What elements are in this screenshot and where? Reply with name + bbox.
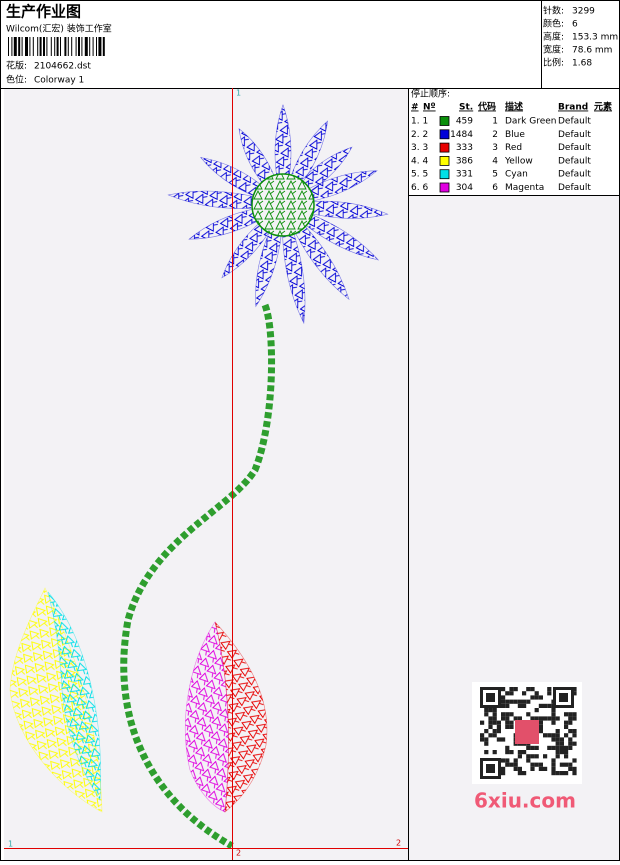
color-code: 4 [492,156,498,166]
description: Blue [505,130,525,140]
axis-label: 2 [236,849,241,858]
design-label: 花版: [6,60,27,72]
stem [120,303,276,850]
column-header: 代码 [477,101,496,113]
info-label: 宽度: [543,44,564,56]
table-title: 停止顺序: [411,88,450,100]
color-code: 2 [492,130,498,140]
stitch-count: 459 [456,117,473,127]
brand: Default [558,143,591,153]
axis-label: 1 [8,840,13,849]
info-value: 153.3 mm [572,33,618,43]
stitch-count: 386 [456,156,473,166]
color-swatch [439,182,450,193]
embroidery-design [9,104,389,850]
row-index: 5. 5 [411,170,428,180]
color-code: 3 [492,143,498,153]
stitch-count: 304 [456,183,473,193]
color-code: 6 [492,183,498,193]
description: Red [505,143,522,153]
brand: Default [558,117,591,127]
brand: Default [558,156,591,166]
row-index: 6. 6 [411,183,428,193]
stitch-count: 331 [456,170,473,180]
stitch-count: 1484 [450,130,473,140]
info-value: 3299 [572,7,595,17]
color-swatch [439,129,450,140]
description: Yellow [504,156,533,166]
watermark: 6xiu.com [474,789,576,813]
column-header: # [411,103,419,113]
column-header: St. [459,103,473,113]
leaf-red [214,621,268,813]
axis-label: 2 [396,839,401,848]
info-label: 比例: [543,57,564,69]
row-index: 1. 1 [411,117,428,127]
color-code: 1 [492,117,498,127]
axes [4,88,408,860]
description: Cyan [505,170,528,180]
studio: Wilcom(汇宏) 装饰工作室 [6,23,112,35]
stop-table: # Nº St. 代码 描述 Brand 元素1. 1 459 1 Dark Green Defau… [411,101,612,194]
title: 生产作业图 [6,3,81,21]
color-swatch [439,142,450,153]
description: Dark Green [505,117,556,127]
color-code: 5 [492,170,498,180]
brand: Default [558,170,591,180]
row-index: 4. 4 [411,156,428,166]
info-label: 针数: [543,5,564,17]
design-file: 2104662.dst [34,62,91,72]
flower-centre [251,173,315,237]
color-swatch [439,169,450,180]
colorway: Colorway 1 [34,76,84,86]
info-box: 针数: 3299 颜色: 6 高度: 153.3 mm 宽度: 78.6 mm 比例: 1.68 [543,5,618,69]
axis-label: 1 [236,89,241,98]
column-header: 描述 [505,101,523,113]
column-header: Brand [558,103,588,113]
color-swatch [439,116,450,126]
stitch-count: 333 [456,143,473,153]
info-value: 1.68 [572,59,592,69]
info-value: 78.6 mm [572,46,612,56]
color-swatch [439,155,450,166]
brand: Default [558,130,591,140]
row-index: 2. 2 [411,130,428,140]
info-label: 颜色: [543,18,564,30]
leaf-cyan [47,591,101,801]
description: Magenta [505,183,544,193]
column-header: 元素 [594,101,612,113]
info-value: 6 [572,20,578,30]
barcode [8,37,105,56]
brand: Default [558,183,591,193]
column-header: Nº [423,103,436,113]
qr-code [472,682,582,784]
row-index: 3. 3 [411,143,428,153]
info-label: 高度: [543,31,564,43]
colorway-label: 色位: [6,74,27,86]
